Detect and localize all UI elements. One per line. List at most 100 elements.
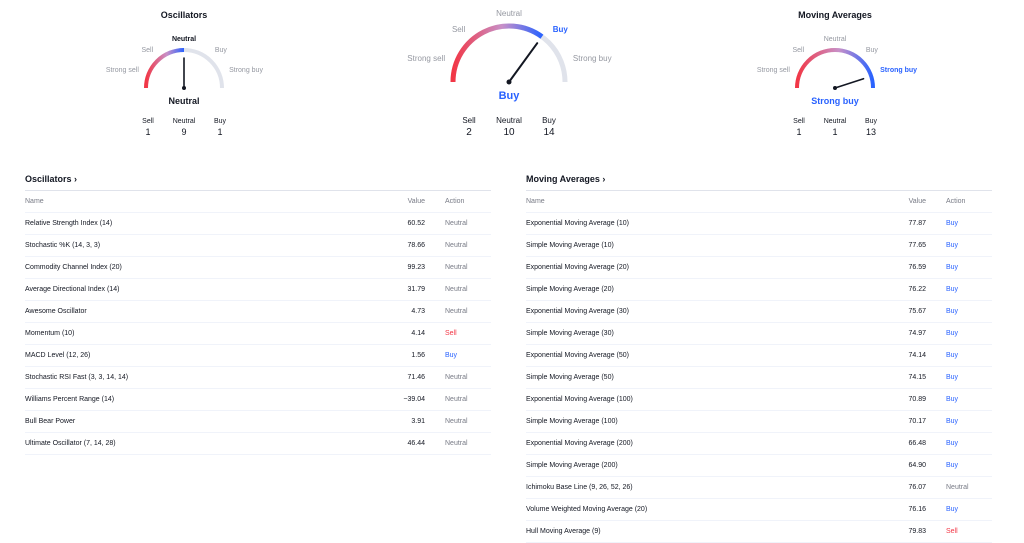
indicator-action: Buy: [946, 220, 959, 227]
gauge-dial: [795, 48, 875, 90]
count-label: Neutral: [496, 116, 522, 125]
indicator-name: MACD Level (12, 26): [25, 352, 91, 359]
label-buy: Buy: [214, 46, 227, 54]
indicator-value: 64.90: [908, 462, 926, 469]
count-label: Buy: [213, 118, 227, 125]
indicator-value: 70.17: [908, 418, 926, 425]
gauge-fill: [795, 48, 875, 89]
label-buy: Buy: [552, 24, 568, 34]
gauge-dial: [450, 23, 568, 85]
table-row: Simple Moving Average (50) 74.15 Buy: [526, 367, 992, 389]
indicator-name: Ichimoku Base Line (9, 26, 52, 26): [526, 484, 633, 491]
indicator-name: Stochastic RSI Fast (3, 3, 14, 14): [25, 374, 129, 381]
count-buy: Buy 13: [853, 118, 889, 137]
table-row: Hull Moving Average (9) 79.83 Sell: [526, 521, 992, 543]
count-value: 1: [217, 127, 223, 137]
table-row: Relative Strength Index (14) 60.52 Neutral: [25, 213, 491, 235]
table-row: Simple Moving Average (10) 77.65 Buy: [526, 235, 992, 257]
gauge-hub: [506, 79, 512, 85]
label-sell: Sell: [792, 46, 805, 54]
count-value: 1: [145, 127, 151, 137]
indicator-value: 99.23: [407, 264, 425, 271]
table-row: Volume Weighted Moving Average (20) 76.16…: [526, 499, 992, 521]
table-row: Stochastic %K (14, 3, 3) 78.66 Neutral: [25, 235, 491, 257]
indicator-value: 76.22: [908, 286, 926, 293]
count-value: 9: [181, 127, 187, 137]
oscillators-gauge: Oscillators Strong sell Sell Neutral Buy…: [0, 0, 1024, 160]
label-strong-sell: Strong sell: [105, 67, 139, 75]
label-strong-sell: Strong sell: [407, 53, 446, 63]
count-value: 13: [865, 127, 876, 137]
gauge-title: Oscillators: [160, 10, 208, 20]
label-neutral: Neutral: [171, 35, 197, 43]
table-row: Stochastic RSI Fast (3, 3, 14, 14) 71.46 N…: [25, 367, 491, 389]
indicator-name: Exponential Moving Average (20): [526, 264, 629, 271]
indicator-action: Buy: [946, 352, 959, 359]
indicator-value: 4.73: [411, 308, 425, 315]
indicator-value: 77.87: [908, 220, 926, 227]
header-value: Value: [908, 198, 926, 205]
header-action: Action: [946, 198, 966, 205]
indicator-name: Ultimate Oscillator (7, 14, 28): [25, 440, 116, 447]
indicator-action: Neutral: [445, 264, 468, 271]
gauge-needle: [508, 42, 539, 83]
gauge-needle: [834, 77, 865, 89]
indicator-name: Stochastic %K (14, 3, 3): [25, 242, 101, 249]
summary-gauge: Strong sell Sell Neutral Buy Strong buy …: [0, 0, 1024, 160]
indicator-action: Sell: [445, 330, 457, 337]
indicator-name: Exponential Moving Average (50): [526, 352, 629, 359]
header-action: Action: [445, 198, 465, 205]
indicator-action: Buy: [946, 286, 959, 293]
indicator-name: Simple Moving Average (30): [526, 330, 614, 337]
table-row: Awesome Oscillator 4.73 Neutral: [25, 301, 491, 323]
count-label: Buy: [864, 118, 878, 125]
label-neutral: Neutral: [823, 35, 847, 43]
indicator-action: Neutral: [445, 418, 468, 425]
moving-averages-table: Moving Averages › Name Value Action Expo…: [526, 168, 992, 543]
indicator-value: 3.91: [411, 418, 425, 425]
table-row: Exponential Moving Average (10) 77.87 Buy: [526, 213, 992, 235]
count-value: 14: [543, 127, 555, 138]
indicator-name: Simple Moving Average (200): [526, 462, 618, 469]
gauge-dial: [144, 48, 224, 90]
indicator-action: Buy: [946, 374, 959, 381]
indicator-name: Hull Moving Average (9): [526, 528, 601, 535]
indicator-action: Buy: [946, 242, 959, 249]
count-value: 2: [466, 127, 472, 138]
indicator-value: 75.67: [908, 308, 926, 315]
indicator-name: Bull Bear Power: [25, 418, 76, 425]
oscillators-title-link[interactable]: Oscillators ›: [25, 168, 491, 191]
indicator-action: Buy: [946, 264, 959, 271]
gauge-reading: Strong buy: [811, 96, 859, 106]
indicator-value: 31.79: [407, 286, 425, 293]
table-header: Name Value Action: [526, 191, 992, 213]
indicator-name: Exponential Moving Average (100): [526, 396, 633, 403]
indicator-action: Neutral: [946, 484, 969, 491]
table-row: Simple Moving Average (30) 74.97 Buy: [526, 323, 992, 345]
gauge-fill: [450, 23, 544, 83]
indicator-action: Buy: [946, 308, 959, 315]
gauge-fill: [144, 48, 185, 89]
indicator-name: Average Directional Index (14): [25, 286, 120, 293]
moving-averages-title-link[interactable]: Moving Averages ›: [526, 168, 992, 191]
table-body: Relative Strength Index (14) 60.52 Neutral…: [25, 213, 491, 455]
indicator-value: 60.52: [407, 220, 425, 227]
indicator-value: −39.04: [403, 396, 425, 403]
indicator-name: Volume Weighted Moving Average (20): [526, 506, 648, 513]
table-row: Average Directional Index (14) 31.79 Neutr…: [25, 279, 491, 301]
moving-averages-gauge: Moving Averages Strong sell Sell Neutral…: [0, 0, 1024, 160]
indicator-value: 76.59: [908, 264, 926, 271]
count-neutral: Neutral 9: [166, 118, 202, 137]
table-row: Exponential Moving Average (50) 74.14 Buy: [526, 345, 992, 367]
indicator-value: 4.14: [411, 330, 425, 337]
gauge-counts: Sell 1 Neutral 9 Buy 1: [130, 118, 238, 137]
indicator-value: 74.14: [908, 352, 926, 359]
gauge-reading: Buy: [498, 90, 520, 102]
count-neutral: Neutral 1: [817, 118, 853, 137]
label-strong-buy: Strong buy: [572, 53, 612, 63]
count-value: 1: [796, 127, 802, 137]
oscillators-table: Oscillators › Name Value Action Relative…: [25, 168, 491, 455]
indicator-name: Simple Moving Average (100): [526, 418, 618, 425]
header-name: Name: [25, 198, 44, 205]
count-sell: Sell 1: [130, 118, 166, 137]
